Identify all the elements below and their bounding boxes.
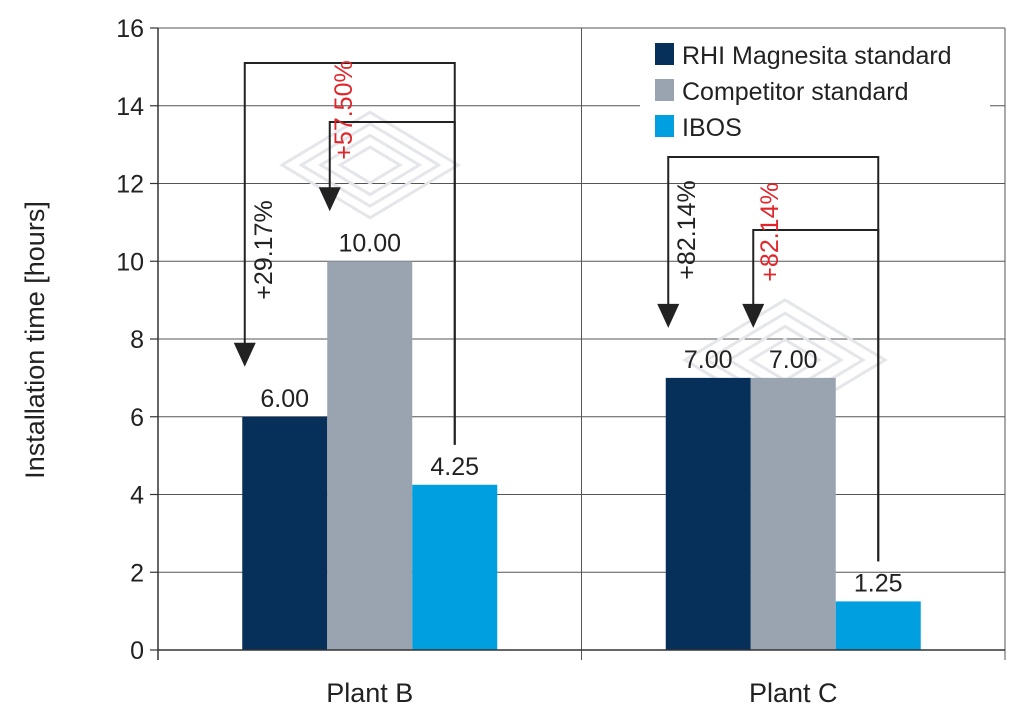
legend-swatch (655, 79, 674, 101)
arrow-head (318, 187, 341, 212)
y-tick-label: 4 (130, 482, 144, 510)
y-tick-label: 0 (130, 637, 144, 665)
bar-value-label: 6.00 (260, 385, 309, 413)
annotation-arrows: +29.17% +57.50% +82.14% +82.14% (233, 60, 880, 562)
x-tick-label: Plant B (326, 678, 413, 708)
arrow-head (657, 303, 680, 328)
bar-value-label: 10.00 (338, 229, 401, 257)
y-tick-label: 14 (116, 93, 144, 121)
watermark-chevron (748, 337, 822, 383)
bar (412, 484, 498, 650)
y-tick-label: 10 (116, 248, 144, 276)
y-axis-label: Installation time [hours] (20, 201, 50, 479)
annotation-arrow-line (752, 229, 880, 562)
arrow-head (742, 303, 765, 328)
legend: RHI Magnesita standard Competitor standar… (640, 30, 990, 150)
watermark-chevron (298, 122, 442, 208)
watermark-chevron (317, 133, 423, 197)
y-tick-label: 6 (130, 404, 144, 432)
annotation-label: +82.14% (673, 180, 701, 279)
legend-swatch (655, 115, 674, 137)
y-tick-label: 16 (116, 15, 144, 43)
y-tick-label: 8 (130, 326, 144, 354)
arrow-head (233, 342, 256, 367)
legend-label: Competitor standard (682, 78, 909, 106)
y-tick-label: 12 (116, 171, 144, 199)
bar (327, 261, 413, 650)
bar (750, 377, 836, 650)
bar-value-label: 4.25 (430, 453, 479, 481)
watermark-chevron (337, 145, 403, 185)
legend-swatch (655, 43, 674, 65)
x-tick-label: Plant C (749, 678, 838, 708)
legend-background (640, 30, 990, 150)
annotation-arrow-line (328, 121, 456, 445)
bars-group: 6.00 10.00 4.25 7.00 7.00 1.25 (242, 229, 921, 650)
legend-label: RHI Magnesita standard (682, 42, 952, 70)
annotation-label: +82.14% (756, 182, 784, 281)
legend-label: IBOS (682, 114, 742, 142)
bar (242, 416, 328, 650)
annotation-label: +29.17% (250, 200, 278, 299)
bar (665, 377, 751, 650)
watermark-chevron (279, 110, 461, 220)
annotation-label: +57.50% (330, 60, 358, 159)
y-tick-label: 2 (130, 559, 144, 587)
bar (835, 601, 921, 650)
bar-value-label: 1.25 (854, 569, 903, 597)
bar-value-label: 7.00 (769, 346, 818, 374)
axes: 0 2 4 6 8 10 12 14 16 Plant B Plant C (116, 15, 1005, 708)
bar-value-label: 7.00 (684, 346, 733, 374)
